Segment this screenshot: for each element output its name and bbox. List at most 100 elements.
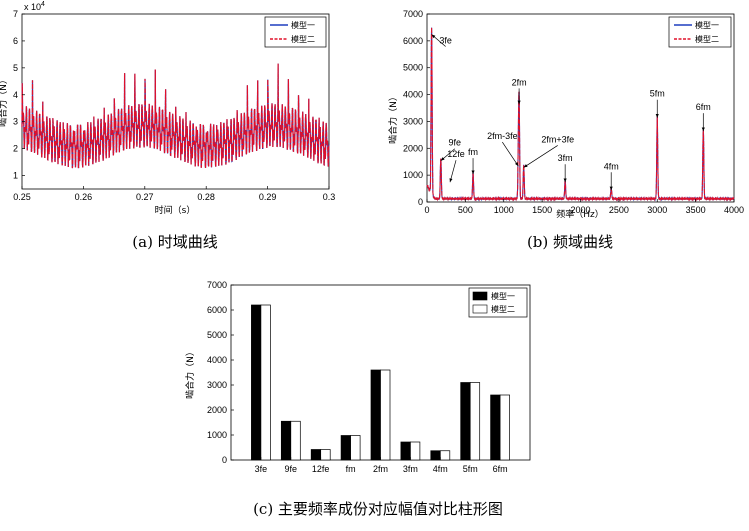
panel-c-ytick-label: 3000 (207, 380, 227, 390)
panel-b-annotation-arrow (523, 145, 558, 168)
panel-b-ylabel: 啮合力（N） (387, 92, 399, 144)
panel-c-bar-model-2 (499, 394, 510, 461)
panel-c-ytick-label: 6000 (207, 305, 227, 315)
panel-a-ytick-label: 4 (13, 90, 18, 100)
panel-c-bar-model-1 (370, 369, 381, 461)
panel-c-ytick-label: 1000 (207, 430, 227, 440)
panel-b-xtick-label: 2000 (570, 205, 590, 215)
panel-b-frequency-domain: 0 500 1000 1500 2000 2500 3000 3500 4000 0 1000 200… (387, 9, 744, 220)
panel-a-series-model-2 (21, 63, 330, 169)
panel-b-legend-label-1: 模型一 (695, 20, 719, 30)
panel-a-curves (21, 63, 330, 169)
panel-b-xtick-label: 1500 (532, 205, 552, 215)
panel-b-annotation-label: 9fe (449, 138, 462, 148)
panel-b-annotation-arrowhead (655, 114, 659, 118)
caption-b: (b) 频域曲线 (527, 233, 613, 251)
panel-a-ylabel: 啮合力（N） (0, 75, 9, 127)
panel-a-ticks: 0.25 0.26 0.27 0.28 0.29 0.3 1 2 3 4 5 6 7 (13, 9, 335, 202)
panel-c-bar-model-1 (490, 394, 501, 461)
panel-a-legend-label-1: 模型一 (291, 20, 315, 30)
panel-b-annotation-label: 2fm-3fe (487, 131, 518, 141)
panel-a-ytick-label: 6 (13, 36, 18, 46)
panel-b-ytick-label: 1000 (403, 170, 423, 180)
panel-b-annotation-label: fm (468, 147, 478, 157)
panel-c-category-label: 12fe (312, 464, 330, 474)
panel-c-bar-model-2 (439, 450, 451, 461)
panel-c-bar-model-2 (410, 441, 421, 461)
panel-b-xtick-label: 500 (458, 205, 473, 215)
panel-c-legend-swatch-2 (472, 304, 488, 314)
panel-c-bars (251, 304, 510, 461)
panel-c-ytick-label: 7000 (207, 280, 227, 290)
panel-b-annotation-arrowhead (609, 186, 613, 191)
panel-b-xtick-label: 3500 (686, 205, 706, 215)
caption-c: (c) 主要频率成份对应幅值对比柱形图 (253, 500, 503, 518)
panel-b-legend: 模型一 模型二 (668, 16, 732, 48)
panel-c-legend: 模型一 模型二 (468, 287, 528, 318)
panel-c-bar-model-1 (310, 449, 322, 461)
panel-a-ytick-label: 1 (13, 171, 18, 181)
panel-c-bar-model-1 (251, 304, 262, 461)
panel-b-annotation-arrow (449, 160, 457, 183)
panel-b-series-model-2 (426, 27, 735, 202)
panel-c-legend-label-2: 模型二 (491, 304, 515, 314)
panel-b-annotation-label: 12fe (447, 149, 465, 159)
panel-c-bar-model-1 (460, 382, 471, 461)
panel-c-category-label: 3fe (255, 464, 268, 474)
panel-b-xtick-label: 3000 (647, 205, 667, 215)
panel-b-xtick-label: 0 (424, 205, 429, 215)
panel-c-category-label: 5fm (463, 464, 478, 474)
panel-b-annotation-arrowhead (431, 34, 436, 39)
panel-a-xlabel: 时间（s） (155, 204, 196, 216)
panel-b-annotation-arrowhead (701, 127, 705, 132)
panel-b-ytick-label: 6000 (403, 36, 423, 46)
panel-c-bar-model-2 (350, 435, 361, 461)
panel-c-legend-swatch-1 (472, 291, 488, 301)
panel-b-annotation-label: 2fm (512, 77, 527, 87)
panel-b-curves (426, 27, 735, 202)
panel-a-ytick-label: 3 (13, 117, 18, 127)
panel-c-category-label: 2fm (373, 464, 388, 474)
panel-c-bar-chart: 0 1000 2000 3000 4000 5000 6000 7000 3fe 9fe 12fe f… (184, 280, 531, 474)
panel-c-bar-model-2 (290, 420, 301, 461)
panel-b-xtick-label: 4000 (724, 205, 744, 215)
panel-b-annotation-label: 2fm+3fe (541, 134, 574, 144)
panel-c-category-label: 3fm (403, 464, 418, 474)
panel-c-category-label: 9fe (285, 464, 298, 474)
panel-a-ytick-label: 5 (13, 63, 18, 73)
panel-b-annotation-label: 3fe (439, 35, 452, 45)
panel-b-xtick-label: 2500 (609, 205, 629, 215)
panel-b-annotation-label: 6fm (696, 102, 711, 112)
panel-a-xtick-label: 0.25 (13, 192, 31, 202)
panel-a-xtick-label: 0.3 (323, 192, 336, 202)
panel-a-ytick-label: 7 (13, 9, 18, 19)
panel-b-ytick-label: 2000 (403, 143, 423, 153)
panel-c-ytick-label: 2000 (207, 405, 227, 415)
panel-b-ticks: 0 500 1000 1500 2000 2500 3000 3500 4000 0 1000 200… (403, 9, 744, 215)
panel-b-annotation-arrowhead (449, 178, 453, 183)
panel-c-bar-model-1 (340, 435, 351, 461)
panel-b-annotation-arrowhead (440, 157, 445, 161)
panel-b-annotation-label: 3fm (558, 153, 573, 163)
panel-c-bar-model-1 (430, 450, 441, 461)
panel-c-category-label: 6fm (493, 464, 508, 474)
panel-b-legend-label-2: 模型二 (695, 34, 719, 44)
caption-a: (a) 时域曲线 (132, 233, 217, 251)
panel-b-annotation-label: 5fm (650, 89, 665, 99)
panel-c-bar-model-1 (400, 441, 411, 461)
panel-c-ytick-label: 4000 (207, 355, 227, 365)
panel-c-category-label: fm (346, 464, 356, 474)
panel-a-xtick-label: 0.29 (259, 192, 277, 202)
panel-c-ylabel: 啮合力（N） (184, 347, 196, 399)
panel-b-annotation-arrow (502, 141, 519, 167)
panel-c-bar-model-2 (380, 369, 391, 461)
panel-a-time-domain: 0.25 0.26 0.27 0.28 0.29 0.3 1 2 3 4 5 6 7 x 104 时间（… (0, 1, 335, 216)
panel-a-legend: 模型一 模型二 (264, 16, 327, 48)
panel-c-ytick-label: 0 (222, 455, 227, 465)
panel-c-bar-model-2 (320, 449, 331, 461)
panel-b-xlabel: 频率（Hz） (556, 208, 604, 220)
panel-b-ytick-label: 4000 (403, 90, 423, 100)
panel-c-bar-model-1 (280, 420, 292, 461)
